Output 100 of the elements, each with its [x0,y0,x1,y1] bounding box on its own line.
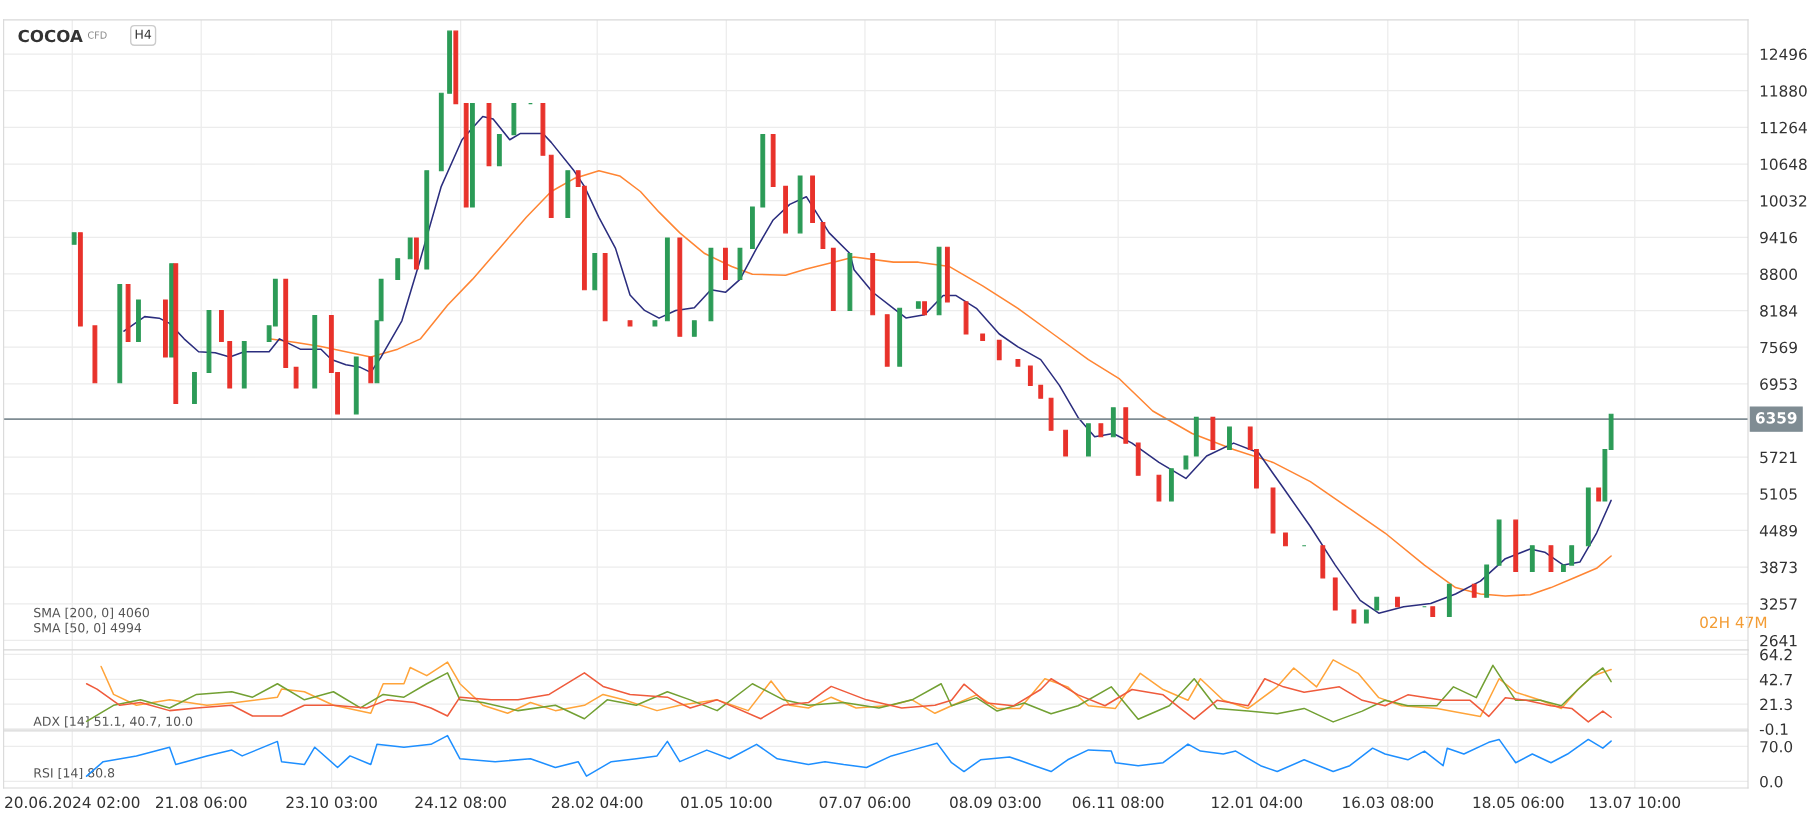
line-series [100,659,1612,718]
y-tick-label: -0.1 [1759,723,1788,735]
candlestick [293,366,299,389]
x-tick-label: 18.05 06:00 [1473,796,1564,809]
candlestick [936,246,942,316]
y-tick-label: 11264 [1760,121,1807,134]
y-tick-label: 3257 [1760,598,1797,610]
candlestick [71,232,77,245]
candlestick [395,258,401,280]
candlestick [1560,564,1566,573]
candlestick [830,247,836,311]
candlestick [1063,429,1069,457]
y-tick-label: 2641 [1760,634,1797,647]
ref-line-label: 6359 [1755,412,1797,424]
candlestick [496,134,502,167]
candlestick [447,30,453,94]
candlestick [1602,448,1608,502]
y-tick-label: 9416 [1760,231,1798,244]
candlestick [1168,468,1174,502]
candlestick [241,340,247,389]
y-tick-label: 7569 [1760,341,1797,354]
candlestick [1135,442,1141,476]
annotation: SMA [200, 0] 4060 [34,607,149,619]
candlestick [1227,426,1232,451]
line-series [85,734,1612,777]
y-tick-label: 8184 [1760,305,1798,317]
candlestick [737,247,743,280]
annotation: 02H 47M [1700,616,1767,629]
candlestick [511,103,517,136]
candlestick [820,221,826,249]
y-tick-label: 5105 [1760,488,1797,500]
candlestick [691,320,697,337]
candlestick [413,237,419,270]
candlestick [192,371,197,405]
y-tick-label: 10648 [1760,158,1807,171]
candlestick [996,339,1002,361]
candlestick [312,315,318,389]
candlestick [1471,583,1477,598]
candlestick [1585,487,1591,547]
candlestick [1015,359,1021,367]
candlestick [922,301,927,316]
candlestick [749,206,755,249]
x-tick-label: 21.08 06:00 [156,796,247,809]
candlestick [708,247,714,322]
candlestick [469,103,475,208]
x-tick-label: 23.10 03:00 [286,796,377,809]
y-tick-label: 3873 [1760,561,1797,574]
candlestick [847,253,853,311]
y-tick-label: 0.0 [1760,775,1783,788]
x-tick-label: 20.06.2024 02:00 [5,796,140,809]
y-tick-label: 21.3 [1760,698,1792,711]
candlestick [1123,407,1129,444]
candlestick [1363,609,1369,624]
candlestick [1608,413,1614,451]
candlestick [565,170,571,218]
candlestick [219,309,224,342]
y-tick-label: 5721 [1760,451,1797,464]
candlestick [944,246,950,303]
candlestick [1569,545,1575,566]
y-tick-label: 11880 [1760,85,1807,97]
text: CFD [87,31,107,39]
candlestick [884,314,890,367]
candlestick [548,154,554,218]
candlestick [1270,487,1276,534]
candlestick [424,170,430,270]
candlestick [136,299,141,342]
candlestick [206,309,212,373]
candlestick [1596,487,1602,502]
candlestick [1027,365,1033,386]
candlestick [664,237,670,322]
candlestick [723,247,728,280]
candlestick [897,307,903,367]
candlestick [1110,407,1116,438]
y-tick-label: 8800 [1760,268,1797,280]
annotation: ADX [14] 51.1, 40.7, 10.0 [33,716,193,728]
candlestick [353,356,359,415]
y-tick-label: 4489 [1759,524,1797,537]
candlestick [770,134,776,187]
candlestick [1038,384,1044,399]
candlestick [797,175,803,234]
y-tick-label: 12496 [1760,48,1807,61]
y-tick-label: 70.0 [1760,740,1793,753]
candlestick [963,301,969,335]
candlestick [125,284,131,342]
candlestick [1446,583,1452,617]
candlestick [1529,545,1535,573]
candlestick [980,333,986,341]
x-tick-label: 06.11 08:00 [1072,796,1164,809]
candlestick [1210,416,1216,451]
candlestick [1283,532,1288,547]
candlestick [1484,564,1490,598]
y-tick-label: 6953 [1760,378,1797,390]
x-tick-label: 07.07 06:00 [819,796,911,809]
candlestick [1098,423,1104,438]
x-tick-label: 28.02 04:00 [552,796,643,809]
candlestick [760,134,766,208]
x-tick-label: 24.12 08:00 [415,796,506,809]
candlestick [283,278,289,368]
y-tick-label: 42.7 [1759,673,1792,686]
candlestick [592,253,598,291]
